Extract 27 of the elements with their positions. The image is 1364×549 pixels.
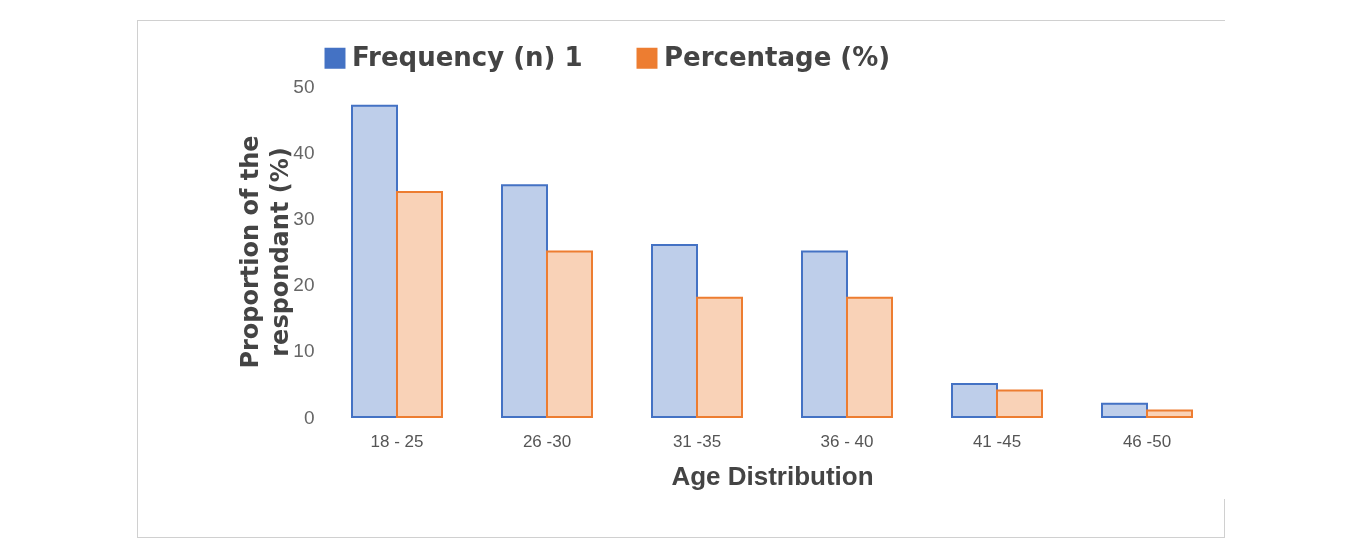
bar (651, 243, 698, 418)
y-tick-label: 40 (293, 141, 315, 163)
x-tick-label: 26 -30 (522, 431, 572, 451)
x-tick-label: 36 - 40 (820, 431, 874, 451)
y-tick-label: 50 (293, 75, 315, 97)
bar (546, 250, 593, 418)
bar (996, 389, 1043, 418)
bar (951, 382, 998, 418)
x-tick-label: 31 -35 (672, 431, 722, 451)
y-tick-label: 10 (293, 340, 315, 362)
bar (696, 296, 743, 418)
bar (396, 190, 443, 418)
x-tick-label: 18 - 25 (370, 431, 424, 451)
y-tick-label: 20 (293, 274, 315, 296)
bar (501, 184, 548, 418)
x-tick-label: 41 -45 (972, 431, 1022, 451)
bar (351, 104, 398, 418)
legend-label: Frequency (n) 1 (352, 42, 583, 73)
x-tick-label: 46 -50 (1122, 431, 1172, 451)
y-tick-label: 0 (303, 406, 315, 428)
bar (801, 250, 848, 418)
y-tick-label: 30 (293, 207, 315, 229)
legend-label: Percentage (%) (664, 42, 891, 73)
x-axis-title: Age Distribution (671, 460, 874, 491)
bar (846, 296, 893, 418)
bar (1101, 402, 1148, 418)
bar (1146, 409, 1193, 418)
